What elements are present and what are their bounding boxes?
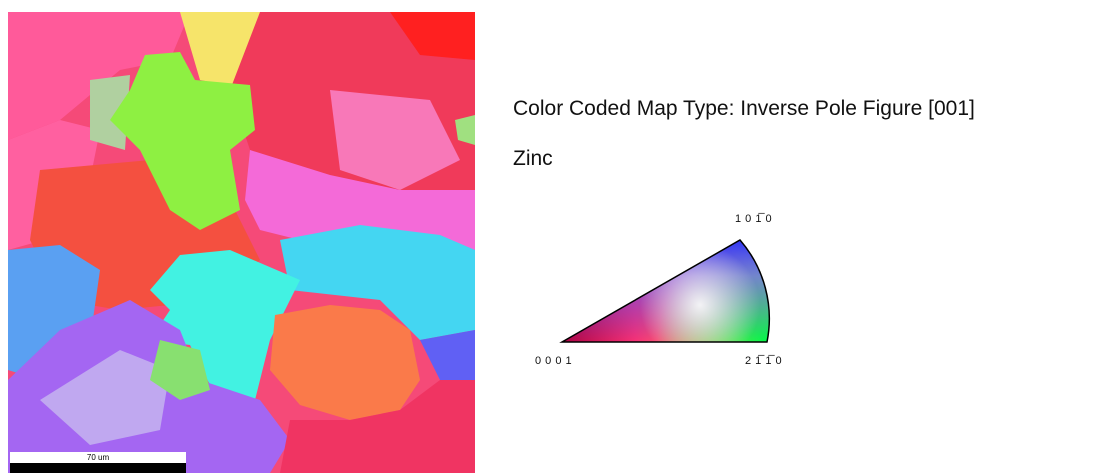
phase-name: Zinc (513, 147, 553, 170)
ipf-left-label: 0 0 0 1 (535, 355, 572, 367)
scale-bar-label-box (10, 452, 186, 463)
scale-bar-label: 70 um (87, 453, 110, 462)
ipf-right-label: 2 1̅ 1̅ 0 (745, 355, 782, 367)
ipf-triangle-fill (562, 240, 770, 342)
ipf-triangle-outline (559, 239, 770, 343)
scale-bar (10, 463, 186, 473)
map-type-title: Color Coded Map Type: Inverse Pole Figur… (513, 97, 975, 120)
ipf-top-label: 1 0 1̅ 0 (735, 213, 772, 225)
orientation-map (8, 12, 475, 473)
